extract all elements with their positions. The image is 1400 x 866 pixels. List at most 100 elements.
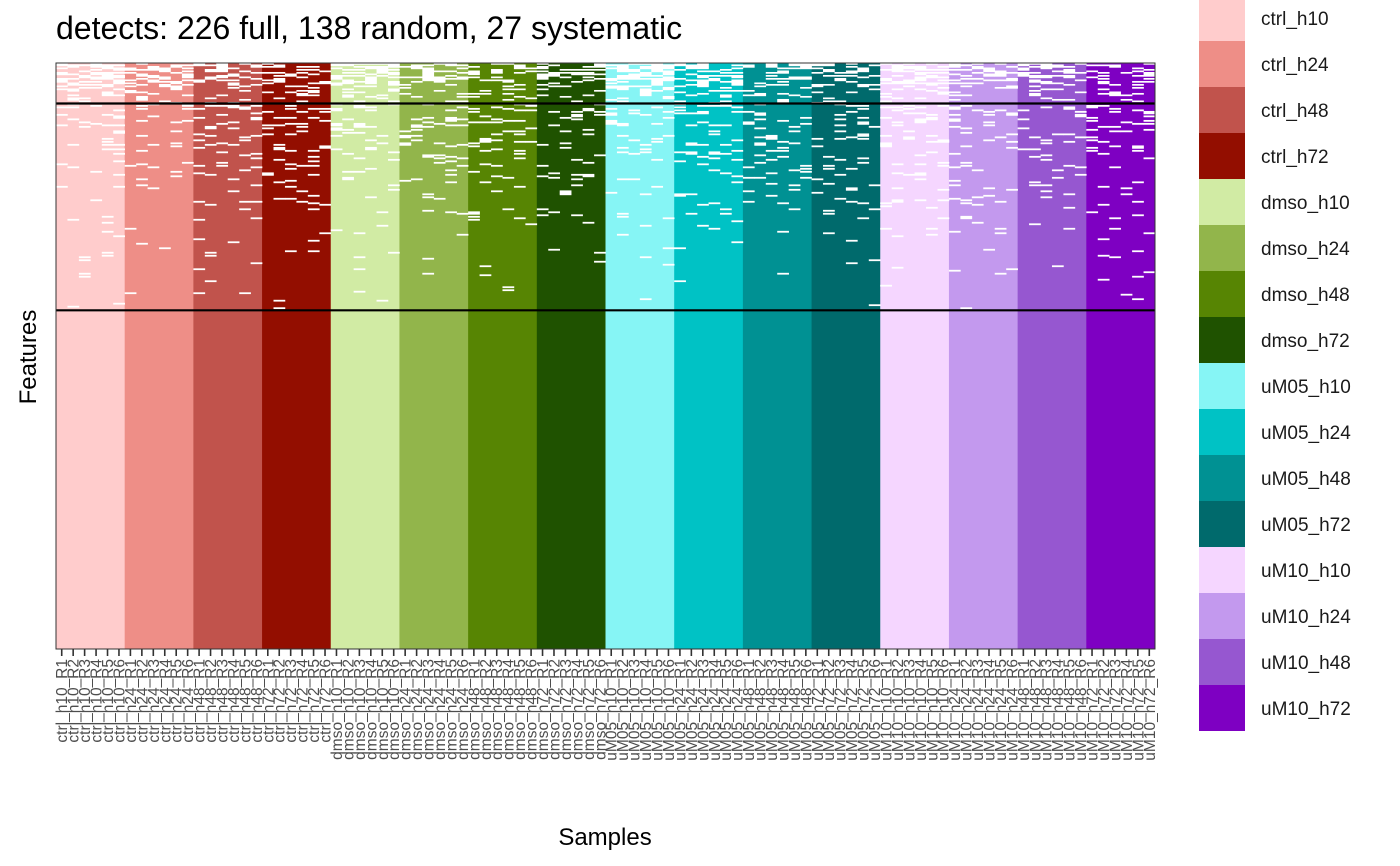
missing-cell bbox=[983, 124, 996, 127]
missing-cell bbox=[502, 92, 515, 95]
missing-cell bbox=[502, 80, 515, 83]
missing-cell bbox=[136, 104, 148, 107]
missing-cell bbox=[284, 167, 297, 170]
x-tick-label: ctrl_h72_R4 bbox=[295, 659, 312, 743]
x-tick-label: dmso_h10_R6 bbox=[386, 659, 403, 760]
missing-cell bbox=[353, 100, 366, 103]
missing-cell bbox=[250, 200, 263, 203]
missing-cell bbox=[113, 74, 125, 77]
missing-cell bbox=[365, 73, 377, 76]
missing-cell bbox=[1051, 64, 1064, 67]
legend-label: uM05_h10 bbox=[1261, 377, 1351, 398]
missing-cell bbox=[914, 77, 927, 80]
missing-cell bbox=[78, 64, 91, 67]
missing-cell bbox=[193, 139, 206, 142]
missing-cell bbox=[948, 184, 961, 187]
missing-cell bbox=[536, 74, 549, 77]
missing-cell bbox=[971, 82, 984, 85]
missing-cell bbox=[1017, 74, 1030, 77]
missing-cell bbox=[731, 175, 744, 178]
x-tick-label: ctrl_h48_R1 bbox=[192, 659, 209, 743]
missing-cell bbox=[708, 77, 721, 80]
missing-cell bbox=[250, 71, 263, 74]
missing-cell bbox=[90, 170, 103, 173]
missing-cell bbox=[239, 98, 251, 101]
missing-cell bbox=[147, 67, 160, 70]
missing-cell bbox=[422, 154, 435, 157]
missing-cell bbox=[136, 63, 148, 65]
missing-cell bbox=[422, 70, 435, 73]
missing-cell bbox=[1029, 63, 1041, 65]
missing-cell bbox=[731, 74, 744, 77]
missing-cell bbox=[559, 68, 572, 71]
missing-cell bbox=[1109, 64, 1121, 67]
missing-cell bbox=[1063, 74, 1076, 77]
missing-cell bbox=[387, 184, 400, 187]
missing-cell bbox=[365, 95, 377, 98]
missing-cell bbox=[903, 63, 915, 65]
missing-cell bbox=[765, 194, 778, 197]
missing-cell bbox=[124, 292, 137, 295]
missing-cell bbox=[891, 70, 904, 73]
missing-cell bbox=[983, 248, 996, 251]
missing-cell bbox=[903, 130, 915, 133]
missing-cell bbox=[365, 67, 377, 70]
missing-cell bbox=[124, 85, 137, 88]
missing-cell bbox=[399, 86, 412, 89]
missing-cell bbox=[296, 125, 309, 128]
missing-cell bbox=[1051, 133, 1064, 136]
missing-cell bbox=[948, 230, 961, 233]
missing-cell bbox=[1029, 80, 1041, 83]
missing-cell bbox=[307, 160, 320, 163]
missing-cell bbox=[674, 106, 686, 109]
missing-cell bbox=[765, 77, 778, 80]
missing-cell bbox=[731, 89, 744, 92]
missing-cell bbox=[170, 142, 183, 145]
missing-cell bbox=[685, 152, 698, 155]
missing-cell bbox=[445, 100, 457, 103]
x-tick-label: dmso_h10_R3 bbox=[352, 659, 369, 760]
missing-cell bbox=[387, 71, 400, 74]
missing-cell bbox=[834, 130, 847, 133]
missing-cell bbox=[342, 88, 354, 91]
missing-cell bbox=[1074, 63, 1087, 65]
missing-cell bbox=[1006, 77, 1018, 80]
missing-cell bbox=[983, 187, 996, 190]
missing-cell bbox=[342, 118, 354, 121]
missing-cell bbox=[697, 112, 709, 115]
missing-cell bbox=[1006, 71, 1018, 74]
missing-cell bbox=[193, 164, 206, 167]
missing-cell bbox=[971, 66, 984, 68]
missing-cell bbox=[971, 77, 984, 80]
missing-cell bbox=[456, 124, 469, 127]
missing-cell bbox=[376, 299, 389, 302]
missing-cell bbox=[422, 116, 435, 119]
missing-cell bbox=[731, 181, 744, 184]
missing-cell bbox=[193, 268, 206, 271]
missing-cell bbox=[387, 80, 400, 83]
missing-cell bbox=[1040, 196, 1053, 199]
missing-cell bbox=[1143, 71, 1156, 74]
missing-cell bbox=[113, 302, 125, 305]
missing-cell bbox=[456, 77, 469, 80]
legend-label: uM10_h48 bbox=[1261, 653, 1351, 674]
missing-cell bbox=[445, 74, 457, 77]
missing-cell bbox=[227, 82, 240, 85]
missing-cell bbox=[479, 121, 492, 124]
missing-cell bbox=[651, 80, 664, 83]
missing-cell bbox=[697, 80, 709, 83]
missing-cell bbox=[845, 80, 858, 83]
missing-cell bbox=[56, 88, 68, 91]
missing-cell bbox=[342, 176, 354, 179]
missing-cell bbox=[937, 104, 950, 107]
missing-cell bbox=[296, 71, 309, 74]
x-tick-label: dmso_h72_R4 bbox=[569, 659, 586, 760]
missing-cell bbox=[891, 200, 904, 203]
missing-cell bbox=[342, 91, 354, 94]
missing-cell bbox=[662, 97, 675, 100]
missing-cell bbox=[719, 89, 732, 92]
missing-cell bbox=[834, 197, 847, 200]
missing-cell bbox=[1143, 80, 1156, 83]
missing-cell bbox=[239, 106, 251, 109]
missing-cell bbox=[1143, 73, 1156, 76]
